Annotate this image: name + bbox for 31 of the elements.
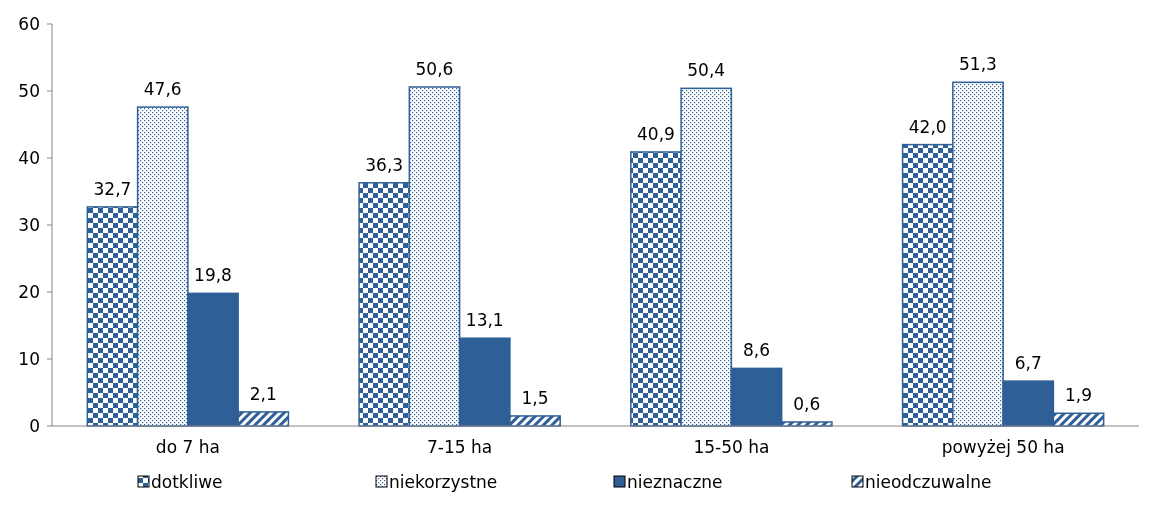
x-tick-label: powyżej 50 ha — [941, 437, 1065, 457]
data-label: 47,6 — [143, 79, 182, 100]
data-label: 2,1 — [249, 383, 277, 404]
data-label: 42,0 — [908, 116, 947, 137]
data-label: 51,3 — [959, 54, 997, 75]
y-tick-label: 40 — [18, 147, 40, 168]
data-label: 0,6 — [793, 393, 821, 414]
x-tick-label: 7-15 ha — [427, 437, 493, 457]
data-label: 1,5 — [521, 387, 549, 408]
x-tick-label: do 7 ha — [155, 437, 220, 457]
data-label: 50,4 — [687, 60, 726, 81]
legend-label: nieodczuwalne — [865, 471, 992, 492]
data-label: 13,1 — [465, 310, 504, 331]
y-tick-label: 0 — [29, 415, 40, 436]
x-tick-label: 15-50 ha — [693, 437, 770, 457]
legend-label: dotkliwe — [151, 471, 223, 492]
data-label: 1,9 — [1065, 385, 1093, 406]
y-tick-label: 20 — [18, 281, 40, 302]
data-label: 50,6 — [415, 58, 454, 79]
y-tick-label: 60 — [18, 13, 40, 34]
legend-label: nieznaczne — [627, 471, 723, 492]
data-label: 32,7 — [93, 178, 132, 199]
y-tick-label: 10 — [18, 348, 40, 369]
data-label: 19,8 — [194, 265, 232, 286]
data-label: 6,7 — [1014, 353, 1042, 374]
data-label: 36,3 — [365, 154, 404, 175]
data-label: 40,9 — [637, 123, 675, 144]
legend-label: niekorzystne — [389, 471, 498, 492]
y-tick-label: 50 — [18, 80, 40, 101]
data-label: 8,6 — [742, 340, 771, 361]
y-tick-label: 30 — [18, 214, 40, 235]
